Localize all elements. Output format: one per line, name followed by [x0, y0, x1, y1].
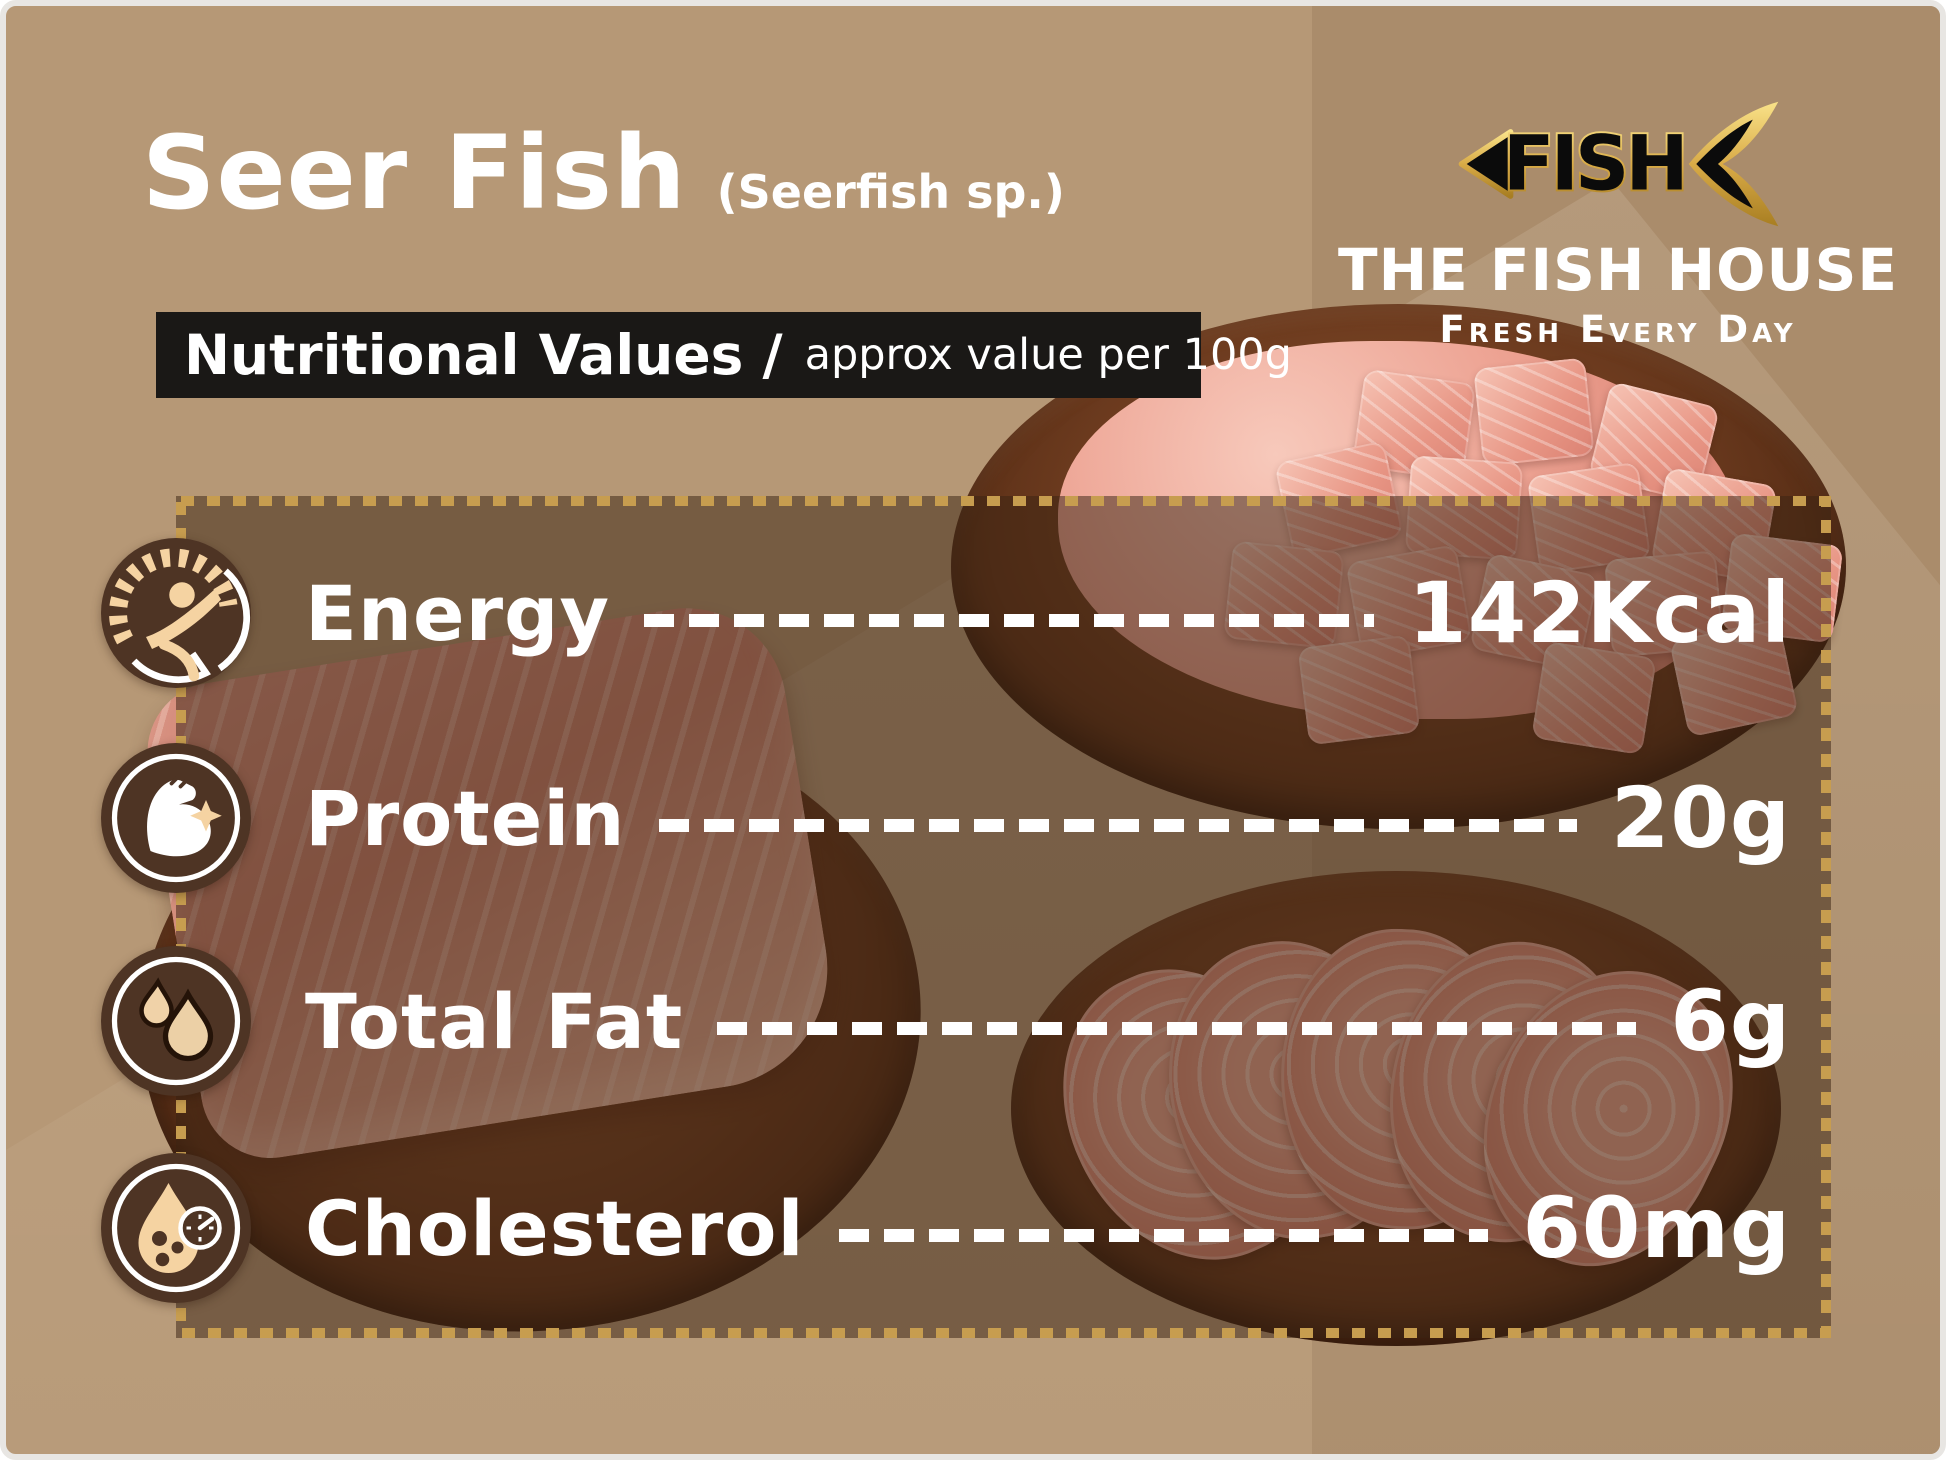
banner-subtitle: approx value per 100g [804, 330, 1292, 380]
nutrient-label: Protein [305, 773, 626, 863]
nutrient-label: Cholesterol [305, 1183, 805, 1273]
nutrient-label: Energy [305, 568, 610, 658]
fish-logo-icon: FISH [1458, 101, 1779, 227]
nutrition-row-protein: Protein 20g [101, 739, 1791, 897]
nutritional-values-banner: Nutritional Values / approx value per 10… [156, 312, 1292, 398]
nutrient-value: 142Kcal [1408, 564, 1791, 662]
fish-logo-word: FISH [1503, 119, 1685, 207]
page-title: Seer Fish [142, 114, 687, 233]
dashed-border [176, 496, 1831, 1338]
nutrient-value: 6g [1670, 972, 1791, 1070]
brand-block: FISH THE FISH HOUSE Fresh Every Day [1338, 98, 1898, 351]
nutrient-value: 60mg [1522, 1179, 1791, 1277]
dashed-leader [659, 818, 1577, 832]
nutrient-label: Total Fat [305, 976, 684, 1066]
nutrition-panel [176, 496, 1831, 1338]
muscle-arm-icon [101, 743, 251, 893]
oil-droplets-icon [101, 946, 251, 1096]
brand-name: THE FISH HOUSE [1338, 236, 1898, 304]
dashed-leader [838, 1228, 1489, 1242]
banner-title: Nutritional Values / [184, 323, 783, 387]
cholesterol-droplet-gauge-icon [101, 1153, 251, 1303]
energy-gauge-icon [101, 538, 251, 688]
brand-tagline: Fresh Every Day [1439, 308, 1797, 351]
nutrient-value: 20g [1610, 769, 1791, 867]
dashed-leader [644, 613, 1375, 627]
page-title-row: Seer Fish (Seerfish sp.) [142, 114, 1065, 233]
nutrition-row-cholesterol: Cholesterol 60mg [101, 1149, 1791, 1307]
species-subtitle: (Seerfish sp.) [716, 165, 1065, 219]
nutrition-row-total-fat: Total Fat 6g [101, 942, 1791, 1100]
dashed-leader [717, 1021, 1637, 1035]
nutrition-row-energy: Energy 142Kcal [101, 534, 1791, 692]
